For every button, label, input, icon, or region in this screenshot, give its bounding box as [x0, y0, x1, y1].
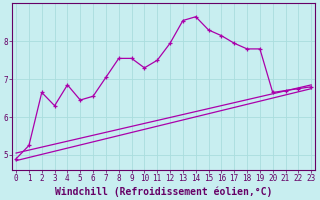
X-axis label: Windchill (Refroidissement éolien,°C): Windchill (Refroidissement éolien,°C)	[55, 186, 272, 197]
